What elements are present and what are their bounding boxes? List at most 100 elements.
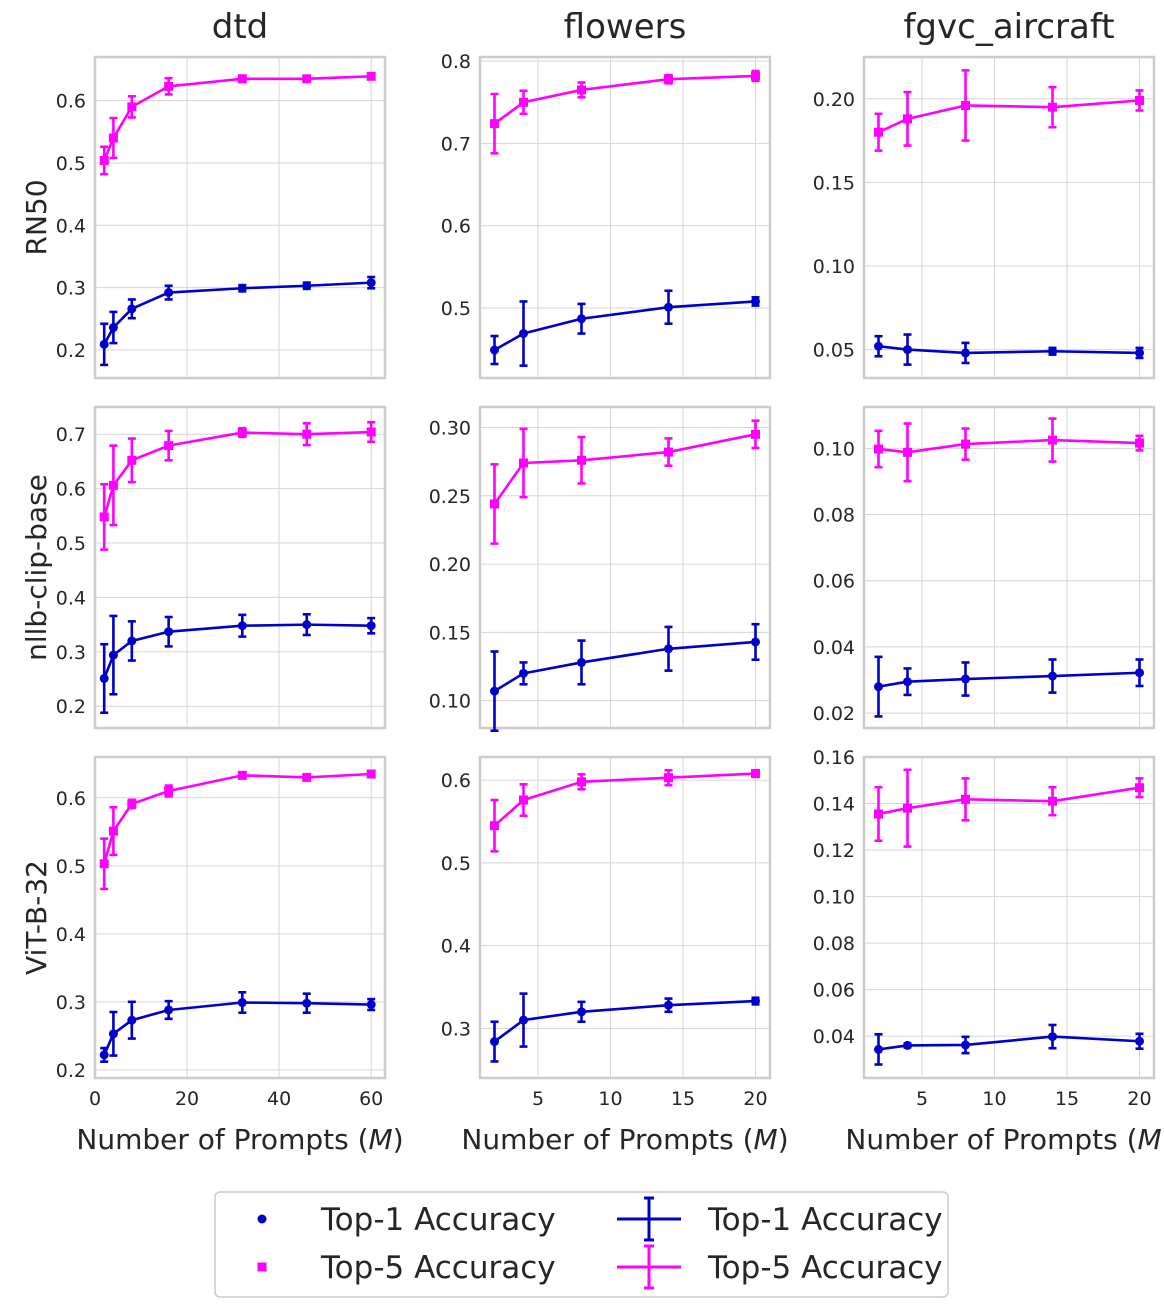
- data-point-top1: [108, 650, 118, 660]
- data-point-top5: [237, 770, 247, 780]
- data-point-top1: [127, 1015, 137, 1025]
- data-point-top5: [1048, 102, 1057, 112]
- data-point-top1: [519, 329, 528, 339]
- axes-frame: [478, 405, 772, 730]
- data-point-top1: [751, 296, 760, 306]
- data-point-top1: [961, 348, 970, 358]
- data-point-top1: [961, 1040, 970, 1050]
- series-line-top5: [878, 438, 1140, 454]
- data-point-top5: [490, 821, 499, 831]
- data-point-top5: [1135, 95, 1144, 105]
- y-tick-label: 0.3: [56, 992, 86, 1014]
- x-axis-label-close: ): [1162, 1123, 1164, 1156]
- y-tick-label: 0.10: [813, 438, 855, 460]
- axes-frame: [478, 755, 772, 1080]
- data-point-top5: [99, 859, 109, 869]
- data-point-top5: [237, 74, 247, 84]
- data-point-top5: [751, 769, 760, 779]
- data-point-top5: [108, 826, 118, 836]
- x-axis-label-variable: M: [754, 1123, 778, 1156]
- x-tick-label: 5: [532, 1088, 544, 1110]
- series-line-top1: [493, 300, 756, 352]
- y-tick-label: 0.15: [813, 172, 855, 194]
- data-point-top1: [366, 621, 376, 631]
- data-point-top5: [519, 795, 528, 805]
- series-line-top5: [102, 772, 372, 865]
- series-line-top1: [103, 1001, 372, 1056]
- y-tick-label: 0.30: [429, 417, 471, 439]
- data-point-top5: [664, 74, 673, 84]
- x-tick-label: 20: [743, 1088, 767, 1110]
- series-top5: [490, 768, 760, 853]
- y-tick-label: 0.10: [813, 887, 855, 909]
- data-point-top1: [99, 339, 109, 349]
- data-point-top5: [302, 429, 312, 439]
- data-point-top1: [164, 1005, 174, 1015]
- legend-frame: [214, 1191, 949, 1298]
- y-tick-label: 0.2: [56, 340, 86, 362]
- data-point-top5: [1135, 783, 1144, 793]
- column-title-fgvc-aircraft: fgvc_aircraft: [903, 7, 1114, 47]
- data-point-top5: [237, 428, 247, 438]
- data-point-top5: [874, 444, 883, 454]
- data-point-top1: [366, 278, 376, 288]
- data-point-top5: [751, 71, 760, 81]
- series-line-top5: [102, 430, 372, 518]
- x-axis-label-fgvc-aircraft: Number of Prompts (M): [845, 1123, 1164, 1156]
- series-top5: [99, 769, 376, 891]
- panel-nllb-clip-base-fgvc-aircraft: 0.02 0.04 0.06 0.08 0.10: [813, 405, 1156, 730]
- series-top1: [490, 289, 760, 367]
- y-tick-label: 0.2: [56, 696, 86, 718]
- series-top5: [874, 768, 1144, 848]
- y-tick-label: 0.4: [441, 936, 471, 958]
- legend-entry-top1-marker: Top-1 Accuracy: [257, 1202, 556, 1238]
- series-top1: [99, 275, 376, 367]
- data-point-top5: [874, 809, 883, 819]
- panel-nllb-clip-base-flowers: 0.10 0.15 0.20 0.25 0.30: [429, 405, 772, 733]
- data-point-top5: [664, 773, 673, 783]
- data-point-top5: [108, 133, 118, 143]
- series-line-top5: [103, 75, 372, 161]
- x-axis-label-flowers: Number of Prompts (M): [461, 1123, 788, 1156]
- axes-frame: [93, 55, 387, 380]
- y-tick-label: 0.20: [429, 554, 471, 576]
- series-line-top5: [493, 772, 756, 827]
- y-tick-label: 0.6: [56, 479, 86, 501]
- data-point-top1: [664, 644, 673, 654]
- data-point-top5: [1048, 435, 1057, 445]
- x-tick-label: 40: [267, 1088, 291, 1110]
- x-tick-label: 20: [175, 1088, 199, 1110]
- series-line-top5: [493, 433, 756, 505]
- series-top1: [874, 655, 1144, 718]
- x-tick-label: 15: [1055, 1088, 1079, 1110]
- data-point-top5: [164, 786, 174, 796]
- series-line-top1: [878, 1035, 1140, 1051]
- x-axis-labels: Number of Prompts (M) Number of Prompts (…: [76, 1123, 1164, 1156]
- x-tick-label: 10: [598, 1088, 622, 1110]
- axes-frame: [862, 405, 1156, 730]
- axes-frame: [93, 755, 387, 1080]
- data-point-top5: [99, 155, 109, 165]
- y-tick-label: 0.5: [441, 853, 471, 875]
- axes-frame: [93, 405, 387, 730]
- data-point-top5: [108, 480, 118, 490]
- x-axis-label-text: Number of Prompts (: [76, 1123, 368, 1156]
- y-tick-label: 0.6: [56, 91, 86, 113]
- data-point-top1: [164, 627, 174, 637]
- y-tick-label: 0.05: [813, 340, 855, 362]
- y-tick-label: 0.6: [441, 770, 471, 792]
- series-top1: [490, 622, 760, 733]
- column-titles: dtd flowers fgvc_aircraft: [212, 7, 1115, 47]
- y-tick-label: 0.06: [813, 980, 855, 1002]
- data-point-top1: [302, 281, 312, 291]
- data-point-top1: [490, 1037, 499, 1047]
- data-point-top1: [903, 677, 912, 687]
- data-point-top1: [1135, 668, 1144, 678]
- data-point-top1: [302, 620, 312, 630]
- y-tick-label: 0.04: [813, 637, 855, 659]
- series-line-top1: [493, 640, 756, 693]
- series-top5: [490, 69, 760, 155]
- data-point-top1: [127, 304, 137, 314]
- y-tick-label: 0.3: [56, 278, 86, 300]
- data-point-top5: [127, 102, 137, 112]
